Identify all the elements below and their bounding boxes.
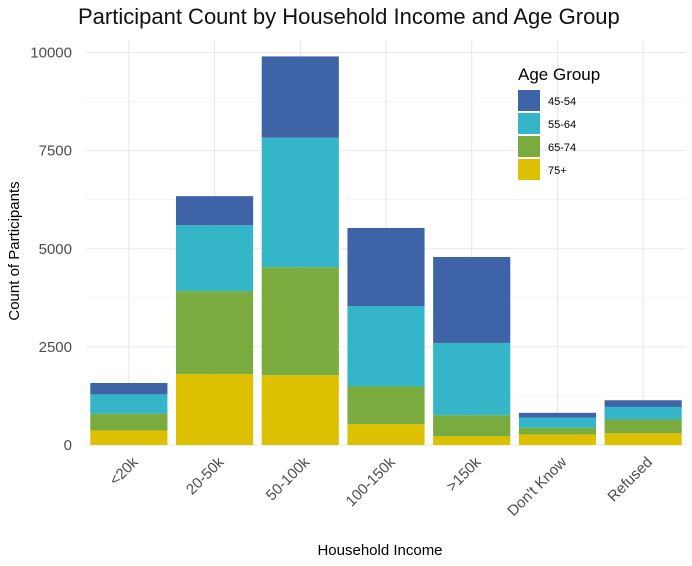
x-tick-label: Refused [604, 454, 656, 506]
bar-segment [176, 373, 254, 445]
bar-segment [176, 291, 254, 374]
bar-segment [90, 430, 168, 445]
x-tick-label: Don't Know [504, 454, 570, 520]
x-tick-label: 20-50k [183, 453, 228, 498]
bar-segment [176, 196, 254, 226]
legend-swatch [518, 113, 540, 134]
x-tick-label: 50-100k [263, 453, 314, 504]
legend-title: Age Group [518, 65, 600, 84]
y-axis-title: Count of Participants [6, 181, 23, 320]
bar-segment [261, 137, 339, 268]
bar-segment [433, 342, 511, 416]
y-tick-label: 0 [64, 437, 72, 454]
x-tick-label: 100-150k [343, 453, 400, 510]
x-axis-ticks: <20k 20-50k 50-100k 100-150k >150k Don't Know… [106, 453, 656, 519]
bar-segment [518, 427, 596, 435]
bar-segment [433, 415, 511, 437]
bar-segment [347, 227, 425, 307]
bar-segment [347, 424, 425, 445]
legend-label: 65-74 [548, 142, 576, 154]
legend-label: 55-64 [548, 119, 576, 131]
bar-segment [604, 400, 682, 407]
legend-label: 45-54 [548, 96, 576, 108]
y-tick-label: 7500 [39, 143, 72, 160]
bar-segment [347, 306, 425, 387]
bar-segment [261, 375, 339, 445]
x-tick-label: <20k [106, 453, 142, 489]
y-tick-label: 5000 [39, 241, 72, 258]
y-tick-label: 10000 [30, 45, 72, 62]
bar-segment [433, 256, 511, 343]
bar-segment [518, 412, 596, 418]
bar-segment [604, 433, 682, 445]
bar-segment [90, 394, 168, 414]
bar-segment [90, 413, 168, 431]
bar-segment [347, 386, 425, 425]
legend: Age Group 45-54 55-64 65-74 75+ [518, 65, 600, 180]
bar-segment [518, 417, 596, 428]
bar-segment [604, 419, 682, 434]
bar-segment [176, 225, 254, 292]
legend-swatch [518, 159, 540, 180]
legend-swatch [518, 90, 540, 111]
bar-segment [604, 406, 682, 420]
bar-segment [433, 436, 511, 445]
bar-segment [90, 382, 168, 395]
legend-swatch [518, 136, 540, 157]
x-axis-title: Household Income [317, 542, 442, 559]
bar-segment [261, 267, 339, 376]
x-tick-label: >150k [443, 453, 485, 495]
legend-label: 75+ [548, 165, 567, 177]
bars [90, 56, 682, 445]
bar-segment [261, 56, 339, 138]
y-axis-ticks: 0 2500 5000 7500 10000 [30, 45, 72, 455]
y-tick-label: 2500 [39, 339, 72, 356]
bar-segment [518, 434, 596, 445]
chart-title: Participant Count by Household Income an… [78, 4, 620, 29]
